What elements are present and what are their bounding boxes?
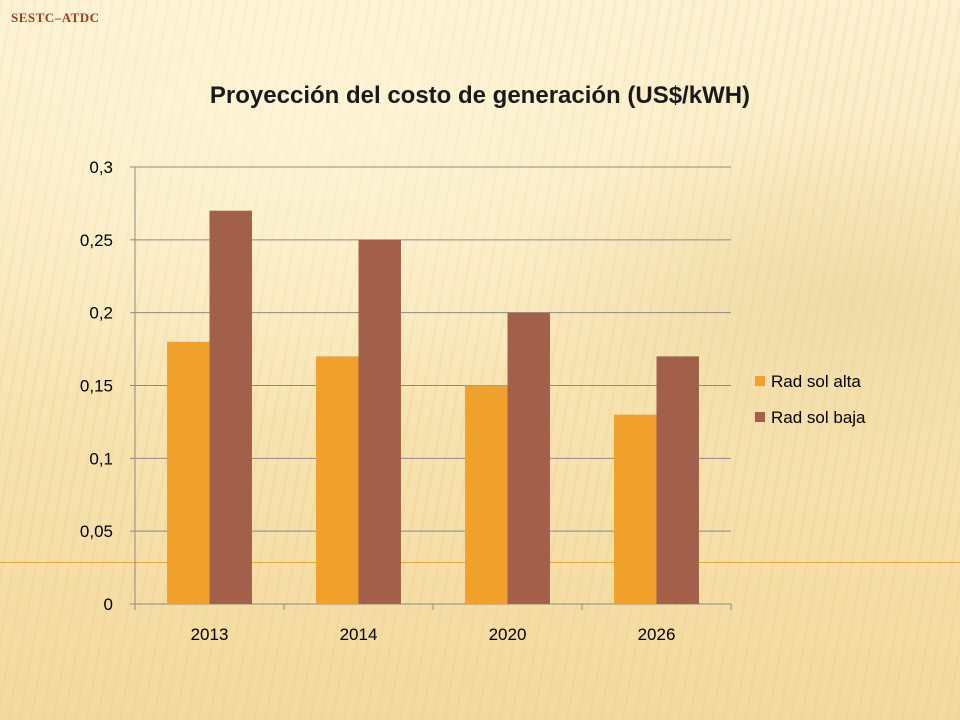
y-tick-label: 0,25 (80, 231, 113, 250)
y-tick-label: 0,05 (80, 522, 113, 541)
x-tick-label: 2020 (489, 625, 527, 644)
chart-title: Proyección del costo de generación (US$/… (209, 82, 751, 109)
x-tick-label: 2013 (191, 625, 229, 644)
bar (656, 356, 699, 604)
bar (614, 414, 657, 604)
bar (507, 312, 550, 604)
bar (316, 356, 359, 604)
bar (209, 210, 252, 604)
legend-label: Rad sol alta (771, 372, 861, 391)
y-tick-label: 0,15 (80, 377, 113, 396)
bar (167, 341, 210, 604)
legend-swatch (755, 412, 765, 422)
legend-label: Rad sol baja (771, 408, 866, 427)
y-tick-label: 0 (104, 595, 113, 614)
y-tick-label: 0,2 (89, 304, 113, 323)
y-tick-label: 0,1 (89, 449, 113, 468)
legend-swatch (755, 376, 765, 386)
y-tick-label: 0,3 (89, 158, 113, 177)
footer-text: SESTC–ATDC (11, 10, 100, 25)
x-tick-label: 2026 (638, 625, 676, 644)
bar (358, 239, 401, 605)
bar (465, 385, 508, 604)
x-tick-label: 2014 (340, 625, 378, 644)
